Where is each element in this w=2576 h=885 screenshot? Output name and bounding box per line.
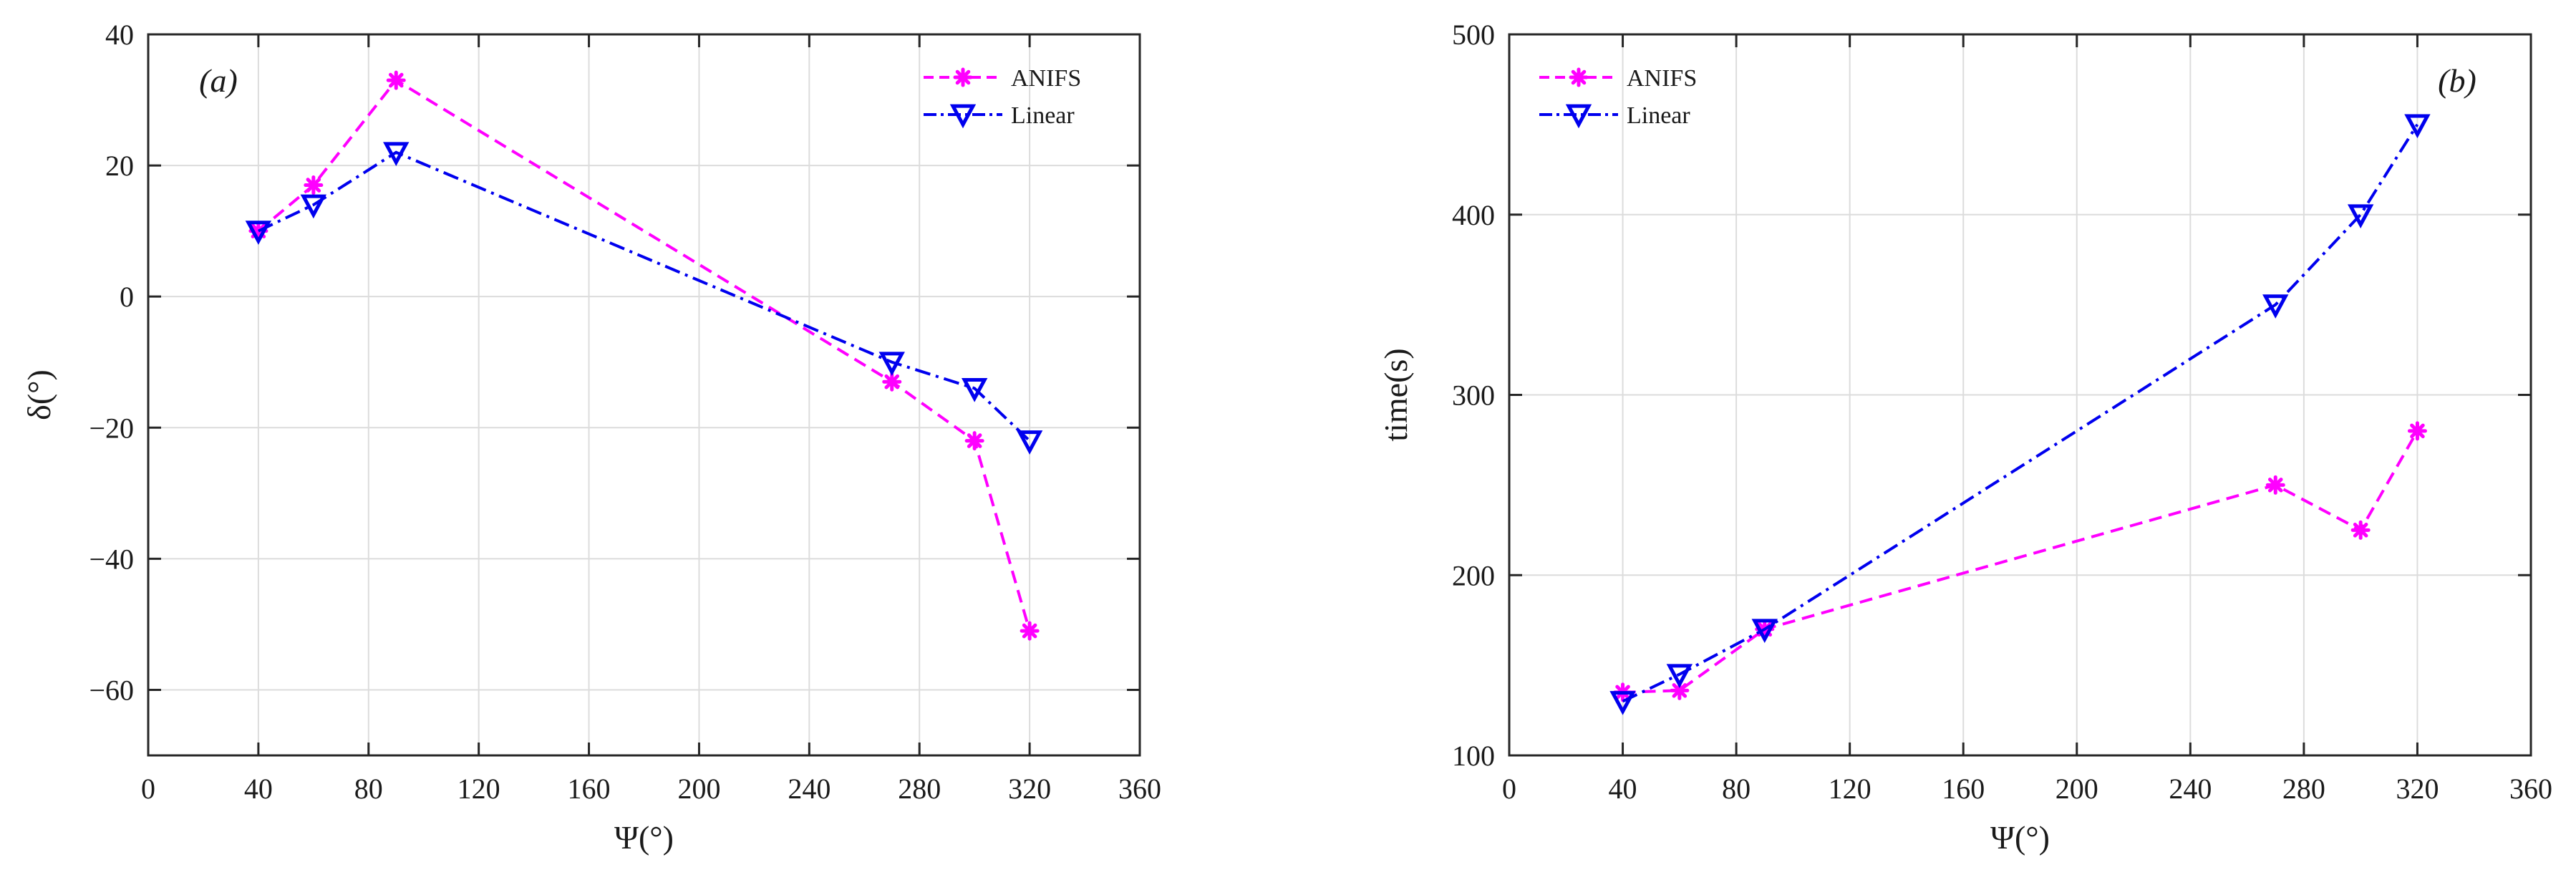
x-tick-label: 80 (1722, 773, 1751, 805)
y-tick-label: −20 (89, 412, 134, 444)
chart-panel-b: 0 40 80 120 160 200 240 280 320 360 100 200 300 400 50… (1377, 19, 2552, 856)
x-tick-label: 120 (457, 773, 500, 805)
y-axis-label: δ(°) (21, 369, 57, 420)
data-point-anifs (2407, 421, 2427, 441)
data-point-anifs (386, 70, 406, 90)
x-axis-label: Ψ(°) (1990, 819, 2050, 856)
legend-marker-anifs-core (959, 73, 967, 82)
x-tick-label: 240 (788, 773, 831, 805)
data-point-anifs-core (1025, 627, 1035, 636)
data-point-anifs-core (2413, 426, 2422, 435)
y-axis-label: time(s) (1377, 348, 1414, 441)
axes-box (1508, 33, 2532, 757)
legend-marker-anifs-core (1574, 73, 1583, 82)
x-tick-label: 360 (2509, 773, 2552, 805)
data-point-linear (961, 377, 988, 402)
x-tick-label: 0 (1502, 773, 1516, 805)
panel-label: (a) (199, 62, 238, 99)
data-point-anifs-core (2356, 526, 2366, 535)
axes-box (147, 33, 1141, 757)
data-point-anifs-core (970, 436, 979, 445)
data-point-linear (878, 352, 905, 376)
data-point-linear (1016, 430, 1043, 455)
x-tick-label: 160 (568, 773, 611, 805)
y-tick-label: 200 (1452, 559, 1495, 591)
y-tick-label: −60 (89, 674, 134, 706)
data-point-anifs-core (887, 377, 896, 387)
data-point-anifs (964, 431, 984, 451)
data-point-anifs-core (309, 180, 318, 190)
y-tick-label: 100 (1452, 740, 1495, 772)
legend-label-anifs: ANIFS (1627, 65, 1697, 92)
y-tick-label: 40 (105, 19, 134, 51)
legend-label-anifs: ANIFS (1011, 65, 1081, 92)
data-point-linear (300, 194, 327, 219)
panel-label: (b) (2438, 62, 2476, 99)
data-point-linear (383, 142, 410, 167)
data-point-anifs (882, 372, 902, 392)
data-point-anifs (2265, 475, 2285, 495)
x-tick-label: 80 (354, 773, 383, 805)
y-tick-label: 400 (1452, 199, 1495, 231)
legend-marker-anifs (1569, 67, 1589, 87)
x-tick-label: 40 (244, 773, 273, 805)
x-tick-label: 200 (2056, 773, 2098, 805)
y-tick-label: 500 (1452, 19, 1495, 51)
x-tick-label: 0 (141, 773, 155, 805)
x-axis-label: Ψ(°) (614, 819, 674, 856)
x-tick-label: 360 (1118, 773, 1161, 805)
legend-label-linear: Linear (1627, 102, 1690, 129)
data-point-anifs (304, 175, 324, 195)
x-tick-label: 240 (2169, 773, 2212, 805)
data-point-linear (2262, 294, 2289, 319)
legend-marker-anifs (953, 67, 973, 87)
legend: ANIFS Linear (924, 65, 1081, 129)
data-point-linear (1609, 691, 1636, 715)
data-point-anifs (1020, 621, 1040, 641)
x-tick-label: 160 (1942, 773, 1985, 805)
legend: ANIFS Linear (1539, 65, 1697, 129)
y-tick-label: 20 (105, 150, 134, 182)
data-point-anifs (2350, 520, 2371, 540)
legend-label-linear: Linear (1011, 102, 1075, 129)
series-line-linear (1622, 123, 2419, 703)
x-tick-label: 320 (1008, 773, 1051, 805)
legend-marker-linear (949, 104, 977, 129)
y-tick-label: −40 (89, 543, 134, 575)
data-point-linear (2404, 114, 2431, 139)
data-point-linear (1666, 664, 1693, 688)
data-point-anifs-core (2271, 480, 2280, 490)
x-tick-label: 120 (1829, 773, 1872, 805)
chart-panel-a: 0 40 80 120 160 200 240 280 320 360 −60 −40 −20 0 20 40… (21, 19, 1161, 856)
data-point-linear (245, 221, 272, 245)
x-tick-label: 40 (1609, 773, 1637, 805)
y-tick-label: 300 (1452, 379, 1495, 412)
data-point-linear (2347, 204, 2374, 229)
x-tick-label: 280 (2282, 773, 2325, 805)
data-point-anifs-core (1675, 686, 1684, 695)
y-tick-label: 0 (120, 281, 134, 313)
data-point-linear (1751, 619, 1778, 644)
plot-area (148, 34, 1140, 755)
series-line-linear (258, 150, 1031, 442)
x-tick-label: 280 (898, 773, 941, 805)
legend-marker-linear (1565, 104, 1592, 129)
x-tick-label: 200 (677, 773, 720, 805)
x-tick-label: 320 (2396, 773, 2439, 805)
data-point-anifs-core (392, 76, 401, 85)
